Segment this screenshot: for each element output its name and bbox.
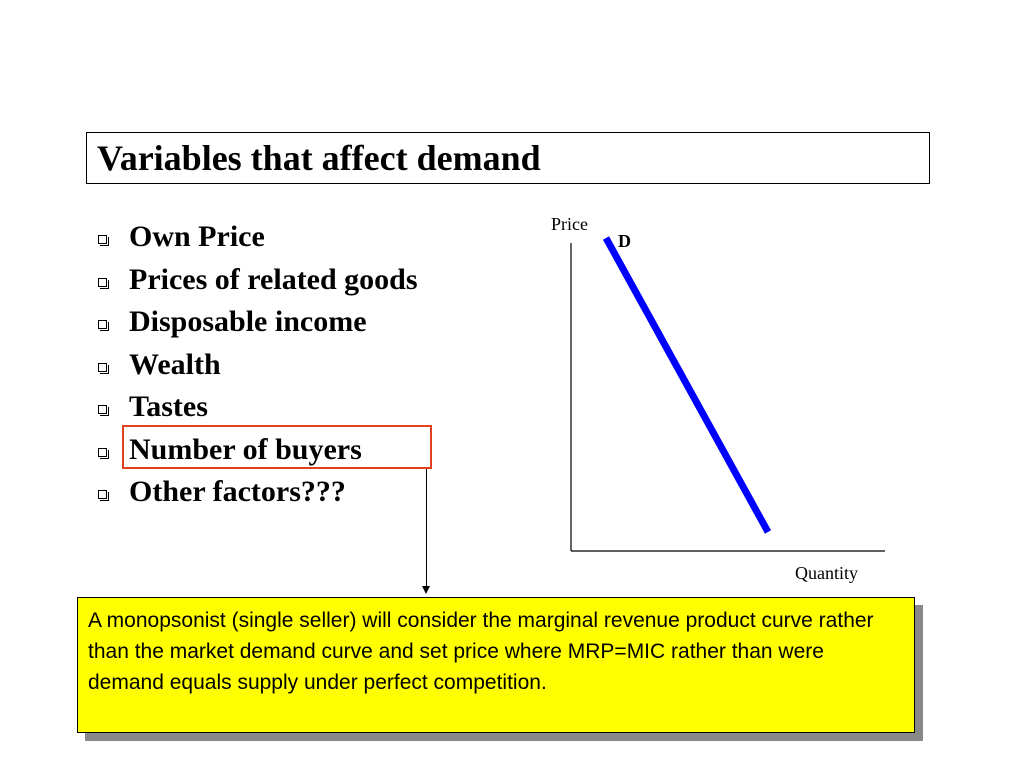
bullet-label: Number of buyers — [129, 432, 362, 466]
slide-title: Variables that affect demand — [97, 138, 541, 178]
bullet-label: Own Price — [129, 220, 265, 253]
square-bullet-icon — [98, 447, 109, 459]
note-text: A monopsonist (single seller) will consi… — [88, 609, 874, 694]
demand-curve — [602, 236, 772, 534]
bullet-label: Disposable income — [129, 305, 367, 338]
bullet-label: Other factors??? — [129, 475, 346, 508]
bullet-label: Tastes — [129, 390, 208, 423]
curve-label: D — [618, 231, 631, 251]
arrow-down-icon — [422, 586, 430, 594]
note-box: A monopsonist (single seller) will consi… — [77, 597, 915, 733]
title-box: Variables that affect demand — [86, 132, 930, 184]
connector-line — [426, 469, 427, 589]
square-bullet-icon — [98, 362, 109, 374]
square-bullet-icon — [98, 277, 109, 289]
highlight-frame — [122, 425, 432, 469]
demand-graph-svg — [570, 236, 885, 552]
square-bullet-icon — [98, 320, 109, 331]
demand-graph: Price D Quantity — [540, 205, 890, 595]
bullet-label: Prices of related goods — [129, 262, 418, 296]
bullet-label: Wealth — [129, 347, 221, 381]
square-bullet-icon — [98, 490, 109, 501]
square-bullet-icon — [98, 235, 109, 246]
y-axis-label: Price — [551, 214, 588, 234]
square-bullet-icon — [98, 405, 109, 416]
x-axis-label: Quantity — [795, 563, 858, 583]
